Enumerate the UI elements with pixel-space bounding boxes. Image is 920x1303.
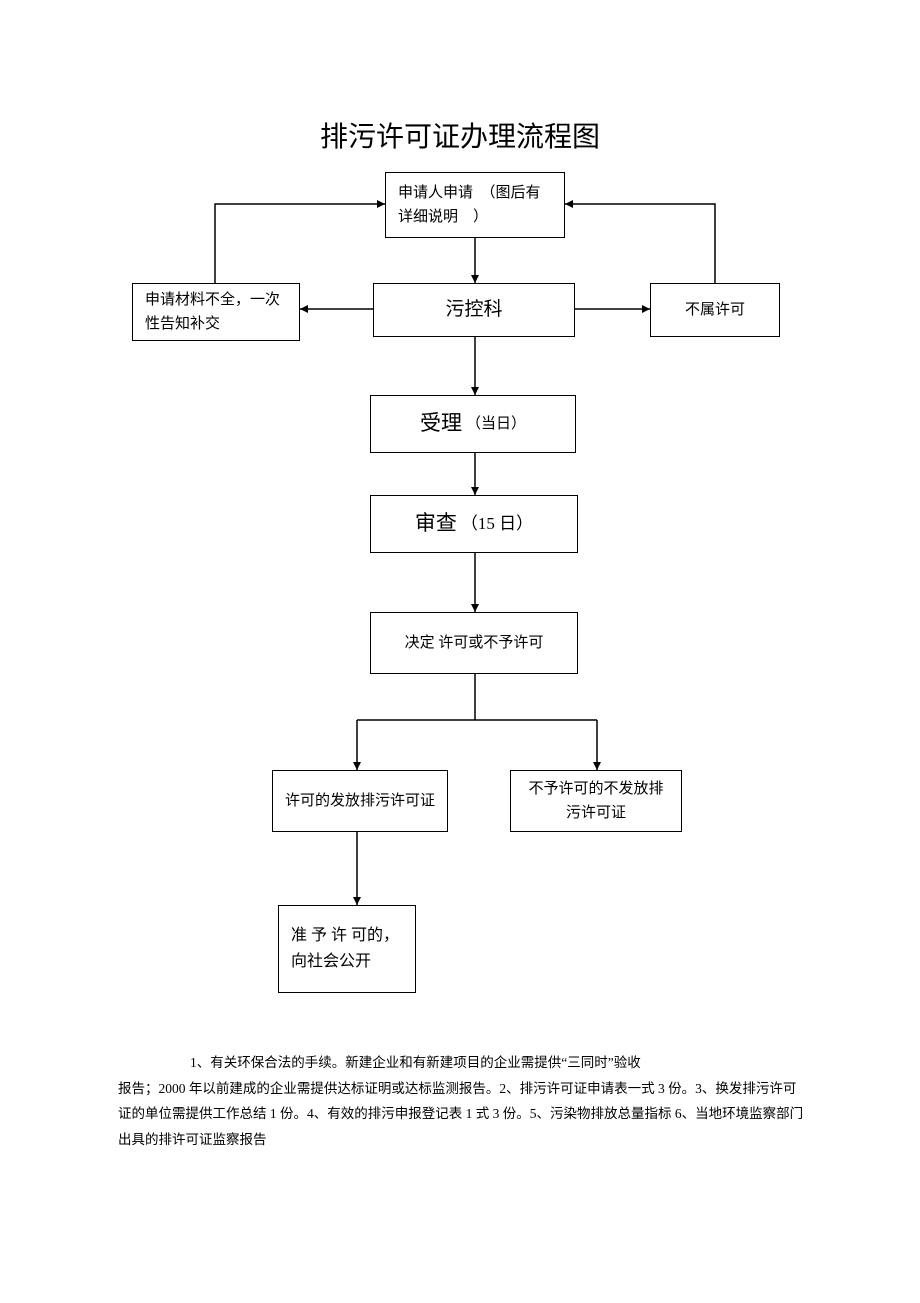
- node-notpermit: 不属许可: [650, 283, 780, 337]
- node-issue: 许可的发放排污许可证: [272, 770, 448, 832]
- node-accept-main: 受理: [420, 407, 462, 441]
- node-dept-text: 污控科: [445, 295, 502, 325]
- node-noissue-text: 不予许可的不发放排污许可证: [523, 777, 669, 825]
- node-noissue: 不予许可的不发放排污许可证: [510, 770, 682, 832]
- node-incomplete-text: 申请材料不全，一次性告知补交: [145, 288, 287, 336]
- title-text: 排污许可证办理流程图: [320, 122, 600, 153]
- node-incomplete: 申请材料不全，一次性告知补交: [132, 283, 300, 341]
- footnote: 1、有关环保合法的手续。新建企业和有新建项目的企业需提供“三同时”验收 报告；2…: [118, 1050, 808, 1153]
- node-accept-sub: （当日）: [466, 412, 526, 436]
- node-accept: 受理 （当日）: [370, 395, 576, 453]
- page-title: 排污许可证办理流程图: [0, 115, 920, 155]
- node-publish-text: 准 予 许 可的，向社会公开: [291, 923, 403, 974]
- node-apply-text: 申请人申请 （图后有详细说明 ）: [398, 181, 552, 229]
- footnote-rest: 报告；2000 年以前建成的企业需提供达标证明或达标监测报告。2、排污许可证申请…: [118, 1076, 808, 1153]
- node-apply: 申请人申请 （图后有详细说明 ）: [385, 172, 565, 238]
- footnote-line1: 1、有关环保合法的手续。新建企业和有新建项目的企业需提供“三同时”验收: [118, 1050, 808, 1076]
- node-issue-text: 许可的发放排污许可证: [285, 789, 435, 813]
- node-publish: 准 予 许 可的，向社会公开: [278, 905, 416, 993]
- node-decide: 决定 许可或不予许可: [370, 612, 578, 674]
- node-review-main: 审查: [415, 507, 457, 541]
- node-review: 审查 （15 日）: [370, 495, 578, 553]
- node-notpermit-text: 不属许可: [685, 298, 745, 322]
- node-dept: 污控科: [373, 283, 575, 337]
- node-review-sub: （15 日）: [461, 510, 533, 537]
- node-decide-text: 决定 许可或不予许可: [405, 631, 544, 655]
